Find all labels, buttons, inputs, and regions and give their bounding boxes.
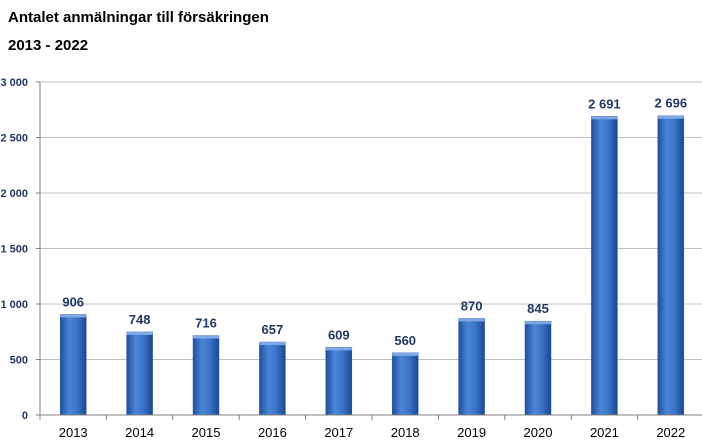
y-tick-label: 3 000 bbox=[0, 77, 28, 89]
x-tick-label: 2021 bbox=[590, 425, 619, 440]
x-tick-label: 2015 bbox=[192, 425, 221, 440]
data-label: 870 bbox=[461, 298, 483, 313]
bar bbox=[325, 347, 353, 416]
bar bbox=[524, 320, 552, 416]
bar-top-highlight bbox=[193, 335, 219, 339]
data-label: 748 bbox=[129, 312, 151, 327]
bar bbox=[192, 335, 220, 416]
bar-top-highlight bbox=[126, 331, 153, 335]
y-tick-label: 1 500 bbox=[0, 244, 28, 256]
data-label: 560 bbox=[394, 333, 416, 348]
bar bbox=[657, 115, 685, 416]
y-tick-label: 1 000 bbox=[0, 299, 28, 311]
x-tick-label: 2014 bbox=[125, 425, 154, 440]
x-tick-label: 2018 bbox=[391, 425, 420, 440]
x-tick-label: 2019 bbox=[457, 425, 486, 440]
data-label: 2 696 bbox=[655, 96, 688, 111]
data-label: 845 bbox=[527, 301, 549, 316]
bar-top-highlight bbox=[60, 314, 87, 318]
bar-top-highlight bbox=[458, 318, 485, 322]
bar bbox=[59, 314, 87, 416]
bar-top-highlight bbox=[392, 352, 419, 356]
chart-subtitle: 2013 - 2022 bbox=[8, 37, 89, 54]
data-label: 716 bbox=[195, 316, 217, 331]
bar bbox=[391, 352, 419, 416]
y-tick-label: 500 bbox=[10, 355, 28, 367]
x-tick-label: 2016 bbox=[258, 425, 287, 440]
chart-title: Antalet anmälningar till försäkringen bbox=[8, 9, 269, 26]
data-label: 906 bbox=[62, 294, 84, 309]
bar bbox=[458, 318, 485, 416]
data-label: 609 bbox=[328, 327, 350, 342]
data-label: 657 bbox=[262, 322, 284, 337]
y-tick-label: 2 500 bbox=[0, 133, 28, 145]
bar-top-highlight bbox=[525, 321, 551, 325]
bar-top-highlight bbox=[325, 347, 352, 351]
bar-top-highlight bbox=[591, 116, 618, 120]
bar-top-highlight bbox=[657, 115, 684, 119]
data-label: 2 691 bbox=[588, 96, 621, 111]
x-tick-label: 2022 bbox=[656, 425, 685, 440]
bar bbox=[591, 116, 618, 416]
bar bbox=[259, 341, 286, 416]
x-tick-label: 2017 bbox=[324, 425, 353, 440]
bar-top-highlight bbox=[259, 342, 286, 346]
y-tick-label: 2 000 bbox=[0, 188, 28, 200]
x-tick-label: 2013 bbox=[59, 425, 88, 440]
x-tick-label: 2020 bbox=[524, 425, 553, 440]
bar bbox=[126, 331, 153, 416]
y-tick-label: 0 bbox=[22, 410, 28, 422]
